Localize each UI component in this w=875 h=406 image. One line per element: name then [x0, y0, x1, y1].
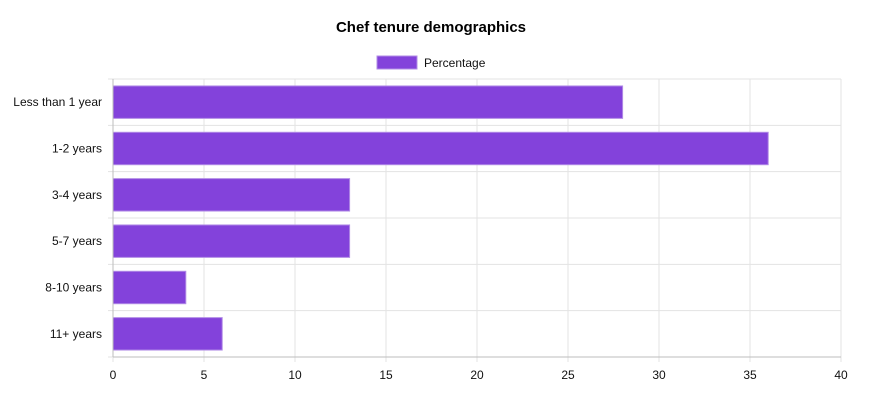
category-label: 1-2 years	[52, 142, 102, 156]
x-tick-label: 40	[834, 368, 848, 382]
category-label: 3-4 years	[52, 188, 102, 202]
category-labels: Less than 1 year 1-2 years 3-4 years 5-7 ye…	[13, 95, 102, 341]
bar	[112, 270, 187, 305]
x-tick-label: 10	[288, 368, 302, 382]
bar	[112, 317, 223, 351]
category-label: 11+ years	[50, 327, 102, 341]
x-tick-label: 30	[652, 368, 666, 382]
legend-swatch	[376, 55, 418, 70]
category-label: 5-7 years	[52, 234, 102, 248]
x-tick-label: 20	[470, 368, 484, 382]
x-tick-label: 0	[110, 368, 117, 382]
x-tick-label: 25	[561, 368, 575, 382]
legend-label: Percentage	[424, 56, 486, 70]
bar	[112, 131, 769, 166]
x-tick-label: 15	[379, 368, 393, 382]
bar	[112, 178, 351, 212]
x-tick-label: 35	[743, 368, 757, 382]
grid	[108, 78, 842, 362]
legend: Percentage	[376, 55, 486, 70]
bar	[112, 85, 624, 119]
axes	[112, 79, 841, 358]
bar	[112, 224, 351, 258]
category-label: Less than 1 year	[13, 95, 102, 109]
x-tick-labels: 0 5 10 15 20 25 30 35 40	[110, 368, 848, 382]
chart-title: Chef tenure demographics	[336, 19, 526, 36]
x-tick-label: 5	[201, 368, 208, 382]
category-label: 8-10 years	[45, 281, 102, 295]
bars	[112, 85, 769, 351]
